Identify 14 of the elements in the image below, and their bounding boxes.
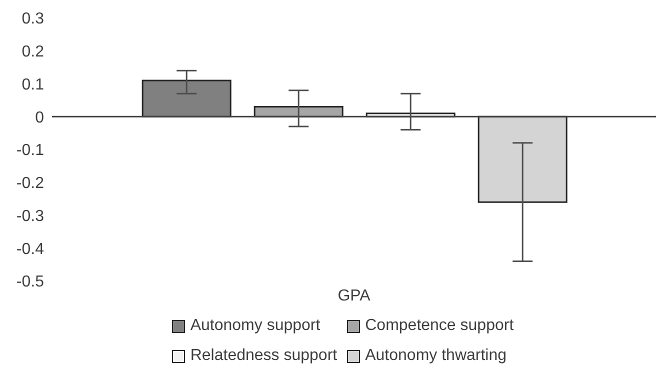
legend-label: Relatedness support [190,347,338,365]
legend-label: Competence support [365,317,514,335]
x-tick-label: GPA [338,287,371,304]
y-tick-label: -0.4 [16,240,44,258]
legend-label: Autonomy thwarting [365,347,507,365]
legend-label: Autonomy support [190,317,320,335]
y-tick-label: 0.2 [22,44,44,61]
y-tick-label: 0.1 [22,76,44,94]
y-tick-label: -0.5 [16,274,44,291]
y-tick-label: 0.3 [22,10,44,28]
y-tick-label: -0.1 [16,142,44,160]
y-tick-label: -0.2 [16,175,44,192]
y-tick-label: -0.3 [16,208,44,225]
y-tick-label: 0 [35,109,44,126]
